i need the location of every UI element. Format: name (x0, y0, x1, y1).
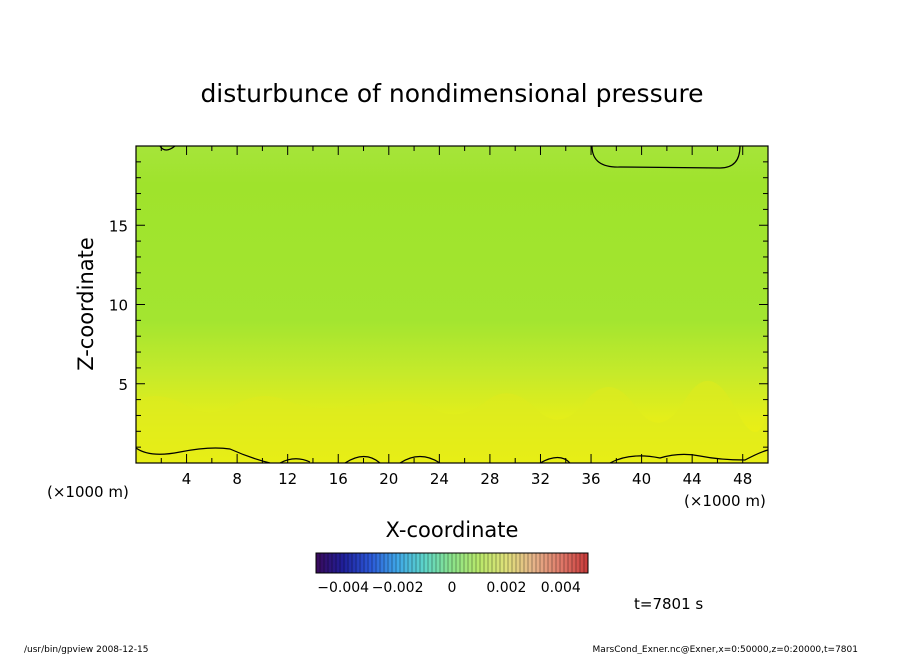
colorbar-stripes (319, 553, 585, 573)
x-tick-label: 28 (480, 470, 499, 488)
x-unit-label-left: (×1000 m) (47, 483, 129, 501)
y-tick-label: 10 (109, 297, 128, 315)
x-tick-label: 8 (232, 470, 242, 488)
colorbar-labels: −0.004 −0.002 0 0.002 0.004 (317, 580, 581, 596)
y-axis-ticks: 5 10 15 (109, 161, 768, 448)
plot-area (135, 145, 769, 464)
colorbar-label: −0.002 (372, 580, 424, 596)
x-axis-ticks: 4 8 12 16 20 24 28 32 36 40 44 48 (160, 146, 752, 488)
x-tick-label: 4 (182, 470, 192, 488)
wave-band (136, 380, 768, 463)
x-tick-label: 40 (632, 470, 651, 488)
colorbar-label: 0.004 (541, 580, 581, 596)
x-tick-label: 36 (581, 470, 600, 488)
y-axis-title: Z-coordinate (74, 237, 98, 371)
x-tick-label: 48 (733, 470, 752, 488)
x-unit-label-right: (×1000 m) (684, 492, 766, 510)
x-tick-label: 24 (430, 470, 449, 488)
footer-left: /usr/bin/gpview 2008-12-15 (24, 645, 148, 654)
contour-top-right (591, 145, 741, 169)
colorbar: −0.004 −0.002 0 0.002 0.004 (315, 552, 589, 596)
x-tick-label: 20 (379, 470, 398, 488)
footer-right: MarsCond_Exner.nc@Exner,x=0:50000,z=0:20… (593, 645, 858, 654)
colorbar-label: 0.002 (486, 580, 526, 596)
y-tick-label: 15 (109, 217, 128, 235)
x-tick-label: 12 (278, 470, 297, 488)
y-tick-label: 5 (118, 376, 128, 394)
colorbar-label: 0 (448, 580, 457, 596)
colorbar-label: −0.004 (317, 580, 369, 596)
time-label: t=7801 s (634, 595, 703, 613)
x-axis-title: X-coordinate (386, 518, 519, 542)
x-tick-label: 32 (531, 470, 550, 488)
x-tick-label: 16 (329, 470, 348, 488)
chart-title: disturbunce of nondimensional pressure (200, 79, 703, 108)
contour-bottom (135, 447, 769, 464)
x-tick-label: 44 (683, 470, 702, 488)
